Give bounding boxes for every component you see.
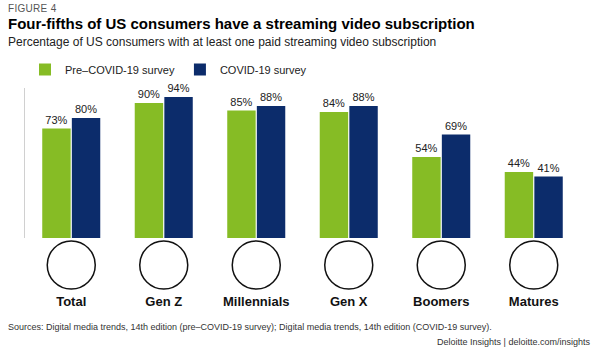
svg-text:COVID-19 survey: COVID-19 survey: [220, 64, 307, 76]
html-text:Four-fifths of US consumers ha: Four-fifths of US consumers have a strea…: [8, 15, 475, 32]
svg-text:88%: 88%: [352, 91, 374, 103]
svg-text:Matures: Matures: [509, 294, 559, 309]
svg-text:Millennials: Millennials: [223, 294, 289, 309]
svg-text:84%: 84%: [323, 97, 345, 109]
svg-text:Gen Z: Gen Z: [145, 294, 182, 309]
svg-text:94%: 94%: [167, 82, 189, 94]
svg-text:73%: 73%: [45, 114, 67, 126]
svg-text:Gen X: Gen X: [330, 294, 368, 309]
svg-text:41%: 41%: [537, 162, 559, 174]
svg-text:44%: 44%: [508, 157, 530, 169]
svg-text:88%: 88%: [260, 91, 282, 103]
svg-text:90%: 90%: [138, 88, 160, 100]
svg-text:85%: 85%: [230, 96, 252, 108]
html-text:Deloitte Insights | deloitte.c: Deloitte Insights | deloitte.com/insight…: [437, 337, 590, 347]
html-text:FIGURE 4: FIGURE 4: [8, 3, 57, 14]
svg-text:69%: 69%: [445, 120, 467, 132]
svg-text:Pre–COVID-19 survey: Pre–COVID-19 survey: [65, 64, 175, 76]
svg-text:Boomers: Boomers: [413, 294, 469, 309]
html-text:Percentage of US consumers wit: Percentage of US consumers with at least…: [8, 35, 437, 49]
svg-text:54%: 54%: [415, 142, 437, 154]
html-text:Sources: Digital media trends,: Sources: Digital media trends, 14th edit…: [8, 322, 492, 332]
svg-text:Total: Total: [56, 294, 86, 309]
svg-text:80%: 80%: [75, 103, 97, 115]
